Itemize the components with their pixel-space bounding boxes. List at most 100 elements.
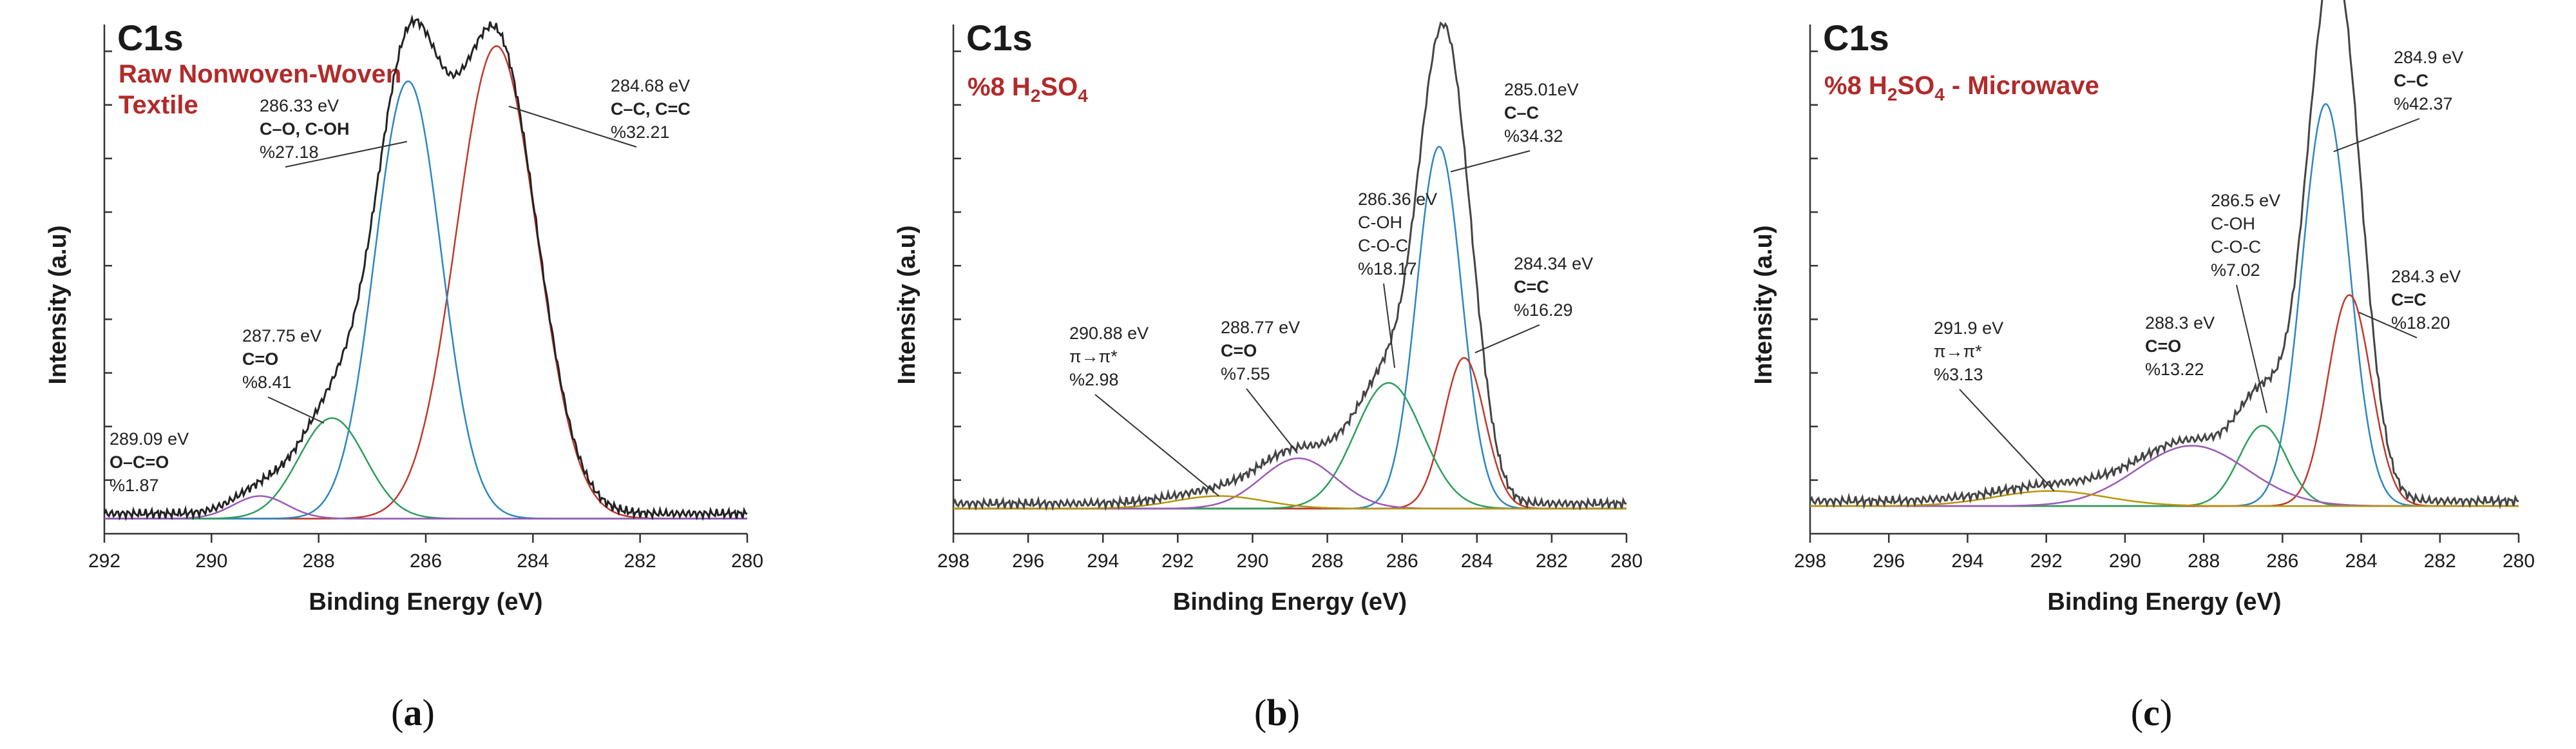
annotation-line: 285.01eV (1504, 80, 1579, 99)
x-tick-label: 286 (1386, 550, 1418, 572)
x-axis-label: Binding Energy (eV) (309, 588, 542, 616)
panel-c: 298 296 294 292 290 288 286 284 282 280 Binding En… (1750, 0, 2535, 734)
annotation-line: %8.41 (242, 373, 292, 392)
peak-curve (953, 495, 1627, 510)
annotation-line: C=C (1514, 277, 1549, 297)
annotation-line: %16.29 (1514, 300, 1573, 320)
x-tick-label: 284 (2345, 550, 2378, 572)
peak-annotation: 286.33 eV C–O, C-OH %27.18 (260, 96, 408, 168)
x-tick-label: 286 (2266, 550, 2298, 572)
annotation-line: 289.09 eV (110, 429, 189, 449)
x-tick-label: 296 (1012, 550, 1044, 572)
peak-annotation: 284.68 eV C–C, C=C %32.21 (508, 76, 691, 148)
panel-title: C1s (966, 17, 1033, 58)
x-tick-label: 288 (2188, 550, 2220, 572)
peak-annotation: 287.75 eV C=O %8.41 (242, 326, 325, 424)
annotation-line: π→π* (1934, 342, 1982, 361)
panel-b: 298 296 294 292 290 288 286 284 282 280 Binding En… (893, 17, 1643, 734)
annotation-line: C=O (242, 349, 278, 369)
x-tick-label: 298 (1794, 550, 1826, 572)
annotation-line: π→π* (1069, 347, 1118, 366)
annotation-leader (1474, 324, 1540, 354)
annotation-line: %27.18 (260, 142, 319, 162)
peak-annotation: 288.3 eV C=O %13.22 (2145, 313, 2215, 379)
y-axis-label: Intensity (a.u) (44, 225, 72, 384)
x-tick-label: 280 (1610, 550, 1643, 572)
annotation-line: %2.98 (1069, 370, 1119, 389)
annotation-line: 284.68 eV (611, 76, 690, 95)
peak-curve (1810, 490, 2519, 507)
annotation-line: %18.20 (2391, 313, 2450, 333)
x-tick-label: 280 (2503, 550, 2535, 572)
x-tick-label: 292 (88, 550, 120, 572)
peak-annotation: 284.3 eV C=C %18.20 (2359, 267, 2461, 338)
peak-annotation: 286.36 eV C-OH C-O-C %18.17 (1358, 190, 1437, 368)
panel-a: 292 290 288 286 284 282 280 Binding Energy (eV)… (44, 14, 763, 734)
x-tick-label: 296 (1873, 550, 1905, 572)
annotation-line: 288.3 eV (2145, 313, 2215, 333)
annotation-line: %18.17 (1358, 259, 1417, 278)
annotation-line: 284.3 eV (2391, 267, 2461, 286)
annotation-line: 290.88 eV (1069, 324, 1149, 343)
panel-subtitle: %8 H2SO4 (968, 73, 1088, 106)
panel-caption: (a) (391, 692, 435, 734)
annotation-line: %42.37 (2394, 94, 2453, 113)
annotation-line: %13.22 (2145, 360, 2204, 379)
annotation-line: C-O-C (2211, 237, 2261, 257)
x-tick-label: 298 (937, 550, 969, 572)
annotation-line: C=O (2145, 336, 2181, 356)
annotation-line: %7.55 (1221, 364, 1270, 384)
annotation-line: 288.77 eV (1221, 318, 1300, 337)
x-tick-label: 292 (2030, 550, 2063, 572)
envelope-curve (1809, 0, 2519, 510)
panel-subtitle: Raw Nonwoven-Woven (119, 60, 401, 88)
panel-subtitle: %8 H2SO4 - Microwave (1824, 72, 2099, 104)
peak-annotation: 284.9 eV C–C %42.37 (2333, 48, 2463, 153)
peak-annotation: 285.01eV C–C %34.32 (1450, 80, 1579, 173)
peak-annotation: 284.34 eV C=C %16.29 (1474, 254, 1593, 354)
annotation-line: C=O (1221, 341, 1257, 360)
annotation-line: C–O, C-OH (260, 119, 350, 139)
x-axis-label: Binding Energy (eV) (2047, 588, 2281, 616)
annotation-leader (1246, 388, 1298, 454)
y-axis-label: Intensity (a.u) (893, 225, 921, 384)
peak-annotation: 288.77 eV C=O %7.55 (1221, 318, 1300, 454)
annotation-leader (1383, 283, 1396, 368)
x-tick-label: 284 (1461, 550, 1493, 572)
annotation-line: %7.02 (2211, 260, 2260, 280)
annotation-line: 291.9 eV (1934, 318, 2003, 338)
annotation-leader (1094, 394, 1219, 497)
panel-caption: (b) (1254, 692, 1300, 734)
annotation-line: %1.87 (110, 476, 159, 495)
annotation-line: %3.13 (1934, 365, 1983, 384)
x-tick-label: 286 (410, 550, 442, 572)
peak-annotation: 289.09 eV O–C=O %1.87 (110, 429, 189, 495)
annotation-line: 286.5 eV (2211, 191, 2280, 210)
annotation-line: 286.36 eV (1358, 190, 1437, 209)
annotation-leader (1959, 389, 2055, 492)
annotation-leader (267, 396, 325, 424)
envelope-curve (952, 21, 1627, 512)
peak-annotation: 291.9 eV π→π* %3.13 (1934, 318, 2055, 492)
peak-curve (953, 382, 1627, 510)
annotation-line: 287.75 eV (242, 326, 321, 345)
annotation-line: C–C, C=C (611, 99, 691, 119)
annotation-line: C–C (1504, 103, 1539, 122)
x-tick-label: 288 (1312, 550, 1344, 572)
x-tick-label: 290 (195, 550, 227, 572)
panel-title: C1s (117, 17, 184, 58)
annotation-leader (285, 141, 408, 168)
annotation-leader (1450, 150, 1531, 173)
annotation-leader (2236, 284, 2267, 414)
x-tick-label: 290 (2109, 550, 2141, 572)
x-tick-label: 280 (731, 550, 763, 572)
peak-curve (104, 80, 747, 520)
panel-title: C1s (1823, 17, 1889, 58)
annotation-line: C=C (2391, 290, 2427, 309)
annotation-line: %32.21 (611, 122, 670, 142)
panel-caption: (c) (2131, 692, 2172, 734)
peak-curve (104, 495, 747, 520)
annotation-leader (2333, 118, 2420, 153)
annotation-leader (2359, 311, 2418, 338)
